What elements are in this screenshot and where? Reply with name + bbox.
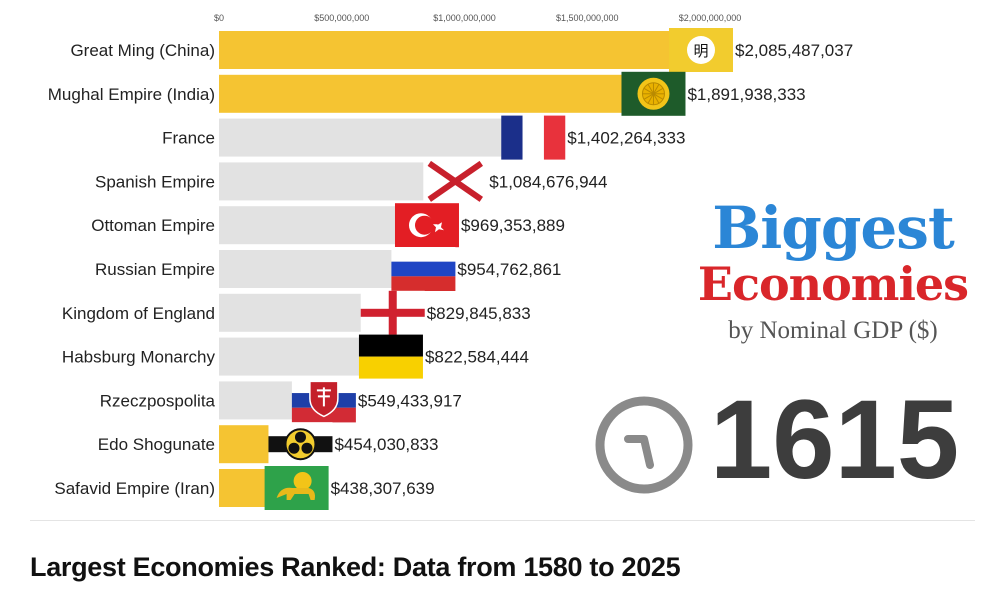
value-label: $822,584,444 xyxy=(425,348,529,367)
bar-row: Great Ming (China) 明 $2,085,487,037 xyxy=(70,28,853,72)
category-label: Rzeczpospolita xyxy=(100,391,216,410)
x-tick-label: $500,000,000 xyxy=(314,13,369,23)
england-flag-icon xyxy=(360,290,425,335)
category-label: Habsburg Monarchy xyxy=(62,348,216,367)
bar-row: Rzeczpospolita $549,433,917 xyxy=(100,378,462,423)
category-label: Russian Empire xyxy=(95,260,215,279)
bar-chart: $0 $500,000,000 $1,000,000,000 $1,500,000,0… xyxy=(48,13,853,510)
year-label: 1615 xyxy=(710,377,960,502)
x-tick-label: $1,000,000,000 xyxy=(433,13,496,23)
clock-icon xyxy=(595,396,693,494)
france-flag-icon xyxy=(501,115,566,160)
value-label: $438,307,639 xyxy=(331,479,435,498)
edo-flag-icon xyxy=(268,422,333,467)
bar-row: France $1,402,264,333 xyxy=(162,115,685,160)
category-label: Edo Shogunate xyxy=(98,435,215,454)
value-label: $1,891,938,333 xyxy=(687,85,805,104)
habsburg-flag-icon xyxy=(358,334,423,379)
value-label: $2,085,487,037 xyxy=(735,41,853,60)
category-label: Ottoman Empire xyxy=(91,216,215,235)
category-label: Great Ming (China) xyxy=(70,41,215,60)
bar-row: Russian Empire $954,762,861 xyxy=(95,247,561,291)
headline-economies: Economies xyxy=(697,257,969,311)
category-label: France xyxy=(162,129,215,148)
headline-biggest: Biggest xyxy=(712,194,955,262)
x-tick-label: $2,000,000,000 xyxy=(679,13,742,23)
russia-flag-icon xyxy=(391,247,456,291)
value-label: $829,845,833 xyxy=(427,304,531,323)
spain-cross-flag-icon xyxy=(423,159,488,204)
category-label: Spanish Empire xyxy=(95,172,215,191)
value-label: $1,084,676,944 xyxy=(489,172,607,191)
bar xyxy=(219,31,731,69)
x-tick-label: $0 xyxy=(214,13,224,23)
bar-row: Safavid Empire (Iran) $438,307,639 xyxy=(54,466,435,510)
video-caption: Largest Economies Ranked: Data from 1580… xyxy=(30,552,681,582)
svg-text:明: 明 xyxy=(693,42,708,60)
x-tick-label: $1,500,000,000 xyxy=(556,13,619,23)
bar-row: Mughal Empire (India) $1,891,938,333 xyxy=(48,71,806,116)
value-label: $969,353,889 xyxy=(461,216,565,235)
chart-headline: Biggest Economies by Nominal GDP ($) xyxy=(683,198,983,348)
category-label: Kingdom of England xyxy=(62,304,215,323)
headline-subtitle: by Nominal GDP ($) xyxy=(728,317,938,344)
category-label: Mughal Empire (India) xyxy=(48,85,215,104)
chart-frame: $0 $500,000,000 $1,000,000,000 $1,500,000,0… xyxy=(30,0,975,521)
value-label: $549,433,917 xyxy=(358,391,462,410)
mughal-flag-icon xyxy=(621,71,686,116)
ottoman-flag-icon xyxy=(394,203,459,248)
value-label: $954,762,861 xyxy=(457,260,561,279)
ming-flag-icon: 明 xyxy=(669,28,733,72)
bar-row: Ottoman Empire $969,353,889 xyxy=(91,203,565,248)
category-label: Safavid Empire (Iran) xyxy=(54,479,215,498)
bar-row: Kingdom of England $829,845,833 xyxy=(62,290,531,335)
value-label: $454,030,833 xyxy=(334,435,438,454)
bar xyxy=(219,74,684,113)
bar-row: Spanish Empire $1,084,676,944 xyxy=(95,159,607,204)
bar-row: Edo Shogunate $454,030,833 xyxy=(98,422,438,467)
safavid-flag-icon xyxy=(264,466,329,510)
bar-row: Habsburg Monarchy $822,584,444 xyxy=(62,334,529,379)
poland-lithuania-flag-icon xyxy=(291,378,356,423)
value-label: $1,402,264,333 xyxy=(567,129,685,148)
